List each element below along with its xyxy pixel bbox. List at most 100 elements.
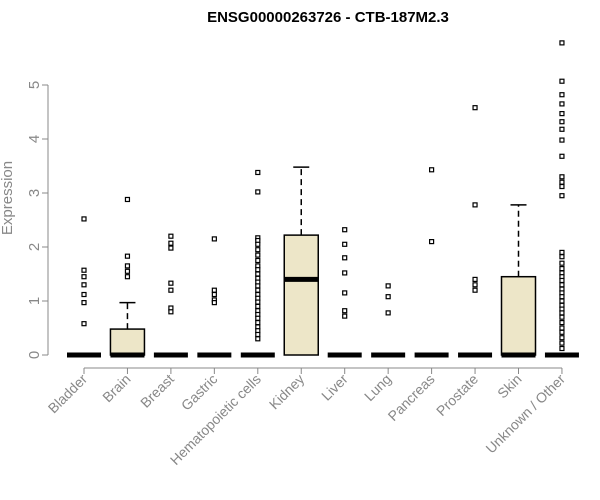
outlier-point (559, 340, 565, 346)
outlier-point (255, 331, 261, 338)
outlier-point (255, 169, 261, 176)
outlier-point (559, 298, 565, 304)
outlier-point (385, 283, 391, 289)
outlier-point (472, 202, 478, 208)
outlier-point (168, 233, 174, 239)
outlier-point (255, 320, 261, 326)
x-category-label: Kidney (266, 371, 308, 413)
outlier-point (255, 267, 261, 273)
outlier-point (168, 245, 174, 251)
x-category-label: Lung (361, 371, 394, 404)
outlier-point (559, 310, 565, 316)
outlier-point (211, 300, 217, 306)
outlier-point (559, 325, 565, 331)
outlier-point (559, 119, 565, 125)
outlier-point (559, 174, 565, 180)
box-group (283, 166, 319, 356)
outlier-point (429, 239, 435, 245)
outlier-point (559, 183, 565, 190)
outlier-point (211, 236, 217, 242)
box-group (109, 196, 146, 358)
outlier-point (559, 294, 565, 300)
x-category-label: Prostate (433, 371, 481, 419)
x-category-label: Breast (137, 371, 177, 411)
outlier-point (559, 314, 565, 320)
outlier-point (255, 336, 261, 342)
outlier-point (559, 277, 565, 284)
outlier-point (255, 287, 261, 293)
x-category-label: Skin (494, 371, 525, 402)
x-category-label: Unknown / Other (482, 371, 568, 457)
outlier-point (81, 216, 87, 222)
outlier-point (124, 196, 131, 203)
outlier-point (81, 274, 87, 280)
y-tick-label: 2 (26, 243, 43, 251)
box-group (544, 40, 579, 358)
outlier-point (559, 78, 565, 84)
outlier-point (559, 193, 565, 199)
outlier-point (472, 287, 478, 293)
outlier-point (255, 303, 261, 309)
outlier-point (559, 111, 565, 117)
y-tick-label: 5 (26, 81, 43, 89)
outlier-point (342, 290, 348, 296)
outlier-point (559, 345, 565, 352)
outlier-point (211, 287, 217, 293)
outlier-point (81, 267, 87, 273)
outlier-point (255, 241, 261, 247)
outlier-point (559, 137, 565, 143)
box-group (414, 167, 449, 358)
box-group (240, 169, 275, 358)
outlier-point (342, 241, 348, 247)
outlier-point (559, 254, 565, 260)
outlier-point (81, 300, 87, 306)
outlier-point (81, 282, 87, 288)
outlier-point (385, 294, 391, 300)
outlier-point (429, 167, 435, 173)
x-category-label: Bladder (45, 371, 91, 417)
outlier-point (124, 263, 131, 269)
outlier-point (342, 313, 348, 319)
outlier-point (559, 335, 565, 341)
outlier-point (168, 309, 174, 315)
outlier-point (559, 101, 565, 107)
y-tick-label: 0 (26, 351, 43, 359)
y-tick-label: 4 (26, 135, 43, 143)
outlier-point (211, 291, 217, 298)
box-group (197, 236, 232, 358)
outlier-point (81, 321, 87, 327)
box-group (371, 283, 406, 358)
x-category-label: Gastric (178, 371, 221, 414)
box-group (458, 105, 493, 358)
y-axis: 0 1 2 3 4 5 (26, 81, 49, 359)
outlier-point (472, 282, 478, 288)
outlier-point (81, 291, 87, 298)
outlier-point (255, 252, 261, 258)
box (283, 234, 319, 356)
x-category-label: Pancreas (385, 371, 438, 424)
outlier-point (255, 283, 261, 289)
outlier-point (559, 249, 565, 255)
outlier-point (559, 266, 565, 272)
box-group (500, 204, 537, 358)
outlier-point (342, 270, 348, 276)
outlier-point (559, 320, 565, 326)
outlier-point (255, 271, 261, 277)
outlier-point (168, 287, 174, 293)
outlier-point (255, 257, 261, 264)
outlier-point (255, 189, 261, 195)
outlier-point (559, 260, 565, 266)
box-group (327, 227, 362, 358)
box-group (67, 216, 101, 358)
y-tick-label: 1 (26, 297, 43, 305)
outlier-point (472, 105, 478, 111)
outlier-point (342, 255, 348, 261)
outlier-point (559, 126, 565, 132)
outlier-point (124, 253, 131, 259)
outlier-point (559, 92, 565, 98)
y-tick-label: 3 (26, 189, 43, 197)
outlier-point (255, 247, 261, 253)
